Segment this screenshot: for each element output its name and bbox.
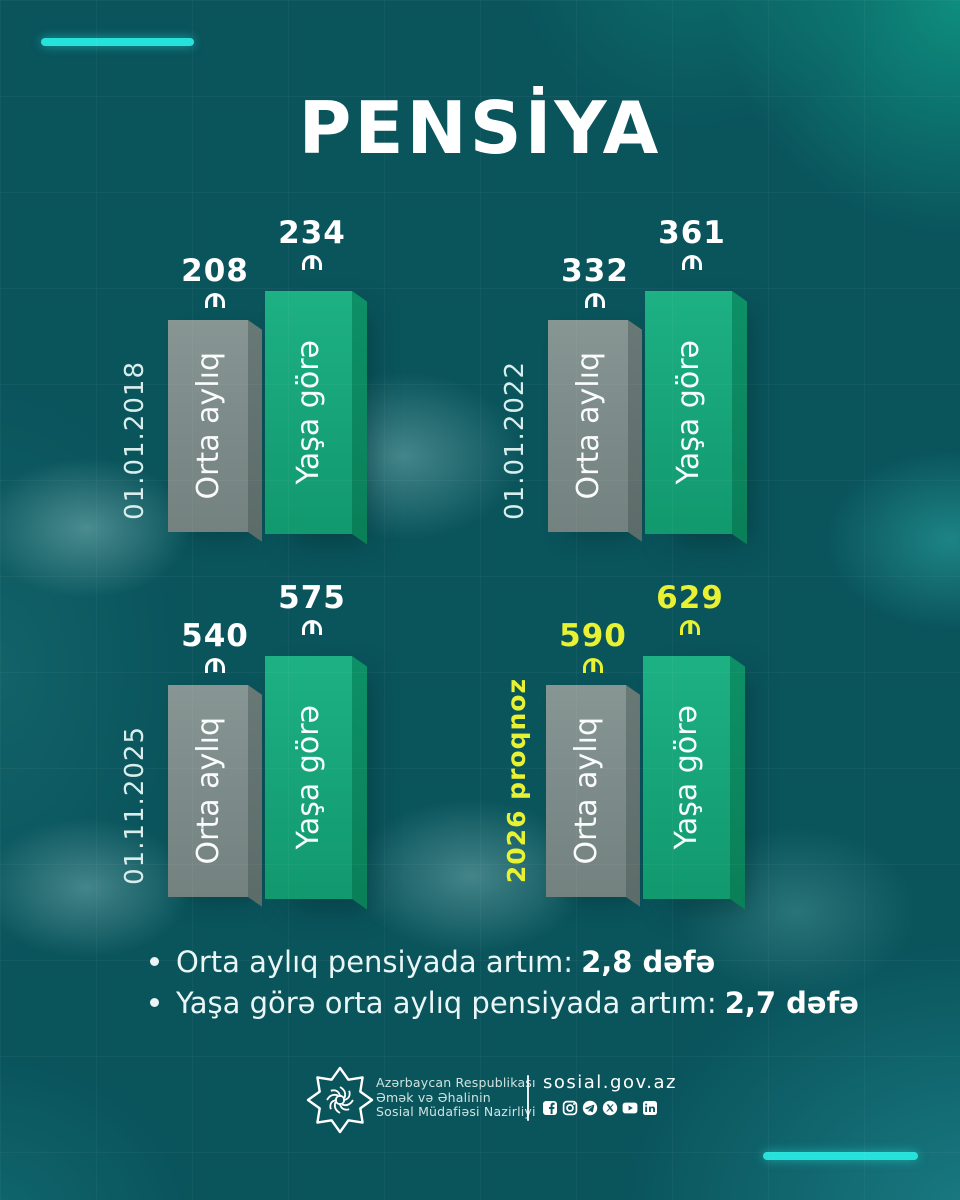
chart-group-2018: 01.01.2018 208 234 Orta aylıq Yaşa görə: [118, 213, 428, 548]
bullet-item: Orta aylıq pensiyada artım: 2,8 dəfə: [150, 941, 859, 982]
manat-icon: [205, 658, 225, 673]
telegram-icon[interactable]: [582, 1100, 598, 1116]
manat-icon: [205, 293, 225, 308]
manat-icon: [680, 620, 700, 635]
bar-3d-side: [248, 685, 262, 907]
gray-bar-value: 332: [545, 255, 645, 312]
bar-orta-ayliq: Orta aylıq: [168, 320, 262, 542]
bar-3d-side: [248, 320, 262, 542]
bar-orta-ayliq: Orta aylıq: [168, 685, 262, 907]
green-bar-value: 361: [642, 217, 742, 274]
bar-3d-side: [352, 656, 367, 910]
chart-group-2025: 01.11.2025 540 575 Orta aylıq Yaşa görə: [118, 578, 428, 913]
website-link[interactable]: sosial.gov.az: [543, 1072, 677, 1093]
bullet-item: Yaşa görə orta aylıq pensiyada artım: 2,…: [150, 982, 859, 1023]
bar-yasa-gore: Yaşa görə: [265, 656, 367, 910]
bullet-dot: [150, 957, 159, 966]
green-bar-value: 629: [640, 582, 740, 639]
bar-3d-side: [732, 291, 747, 545]
manat-icon: [583, 658, 603, 673]
bar-orta-ayliq: Orta aylıq: [546, 685, 640, 907]
bar-orta-ayliq: Orta aylıq: [548, 320, 642, 542]
bar-3d-side: [628, 320, 642, 542]
bar-3d-side: [730, 656, 745, 910]
accent-bar-bottom: [763, 1152, 918, 1160]
chart-group-2022: 01.01.2022 332 361 Orta aylıq Yaşa görə: [498, 213, 808, 548]
bar-yasa-gore: Yaşa görə: [265, 291, 367, 545]
chart-group-2026-forecast: 2026 proqnoz 590 629 Orta aylıq Yaşa gör…: [496, 578, 806, 913]
accent-bar-top: [41, 38, 194, 46]
footer: Azərbaycan Respublikası Əmək və Əhalinin…: [0, 1060, 960, 1150]
page-title: PENSİYA: [298, 86, 662, 170]
bullet-dot: [150, 998, 159, 1007]
x-icon[interactable]: [602, 1100, 618, 1116]
manat-icon: [302, 620, 322, 635]
gray-bar-value: 540: [165, 620, 265, 677]
linkedin-icon[interactable]: [642, 1100, 658, 1116]
youtube-icon[interactable]: [622, 1100, 638, 1116]
gray-bar-value: 590: [543, 620, 643, 677]
ministry-logo-icon: [306, 1066, 374, 1134]
green-bar-value: 575: [262, 582, 362, 639]
ministry-name: Azərbaycan Respublikası Əmək və Əhalinin…: [376, 1075, 536, 1119]
group-date-label: 01.01.2018: [120, 361, 150, 520]
manat-icon: [302, 255, 322, 270]
social-icons: [542, 1100, 658, 1116]
manat-icon: [585, 293, 605, 308]
group-date-label: 01.11.2025: [120, 726, 150, 885]
bar-yasa-gore: Yaşa görə: [645, 291, 747, 545]
gray-bar-value: 208: [165, 255, 265, 312]
bar-3d-side: [352, 291, 367, 545]
manat-icon: [682, 255, 702, 270]
summary-bullets: Orta aylıq pensiyada artım: 2,8 dəfə Yaş…: [150, 941, 859, 1023]
group-date-label: 2026 proqnoz: [502, 677, 531, 883]
green-bar-value: 234: [262, 217, 362, 274]
instagram-icon[interactable]: [562, 1100, 578, 1116]
bar-3d-side: [626, 685, 640, 907]
facebook-icon[interactable]: [542, 1100, 558, 1116]
bar-yasa-gore: Yaşa görə: [643, 656, 745, 910]
footer-divider: [527, 1075, 529, 1121]
group-date-label: 01.01.2022: [500, 361, 530, 520]
